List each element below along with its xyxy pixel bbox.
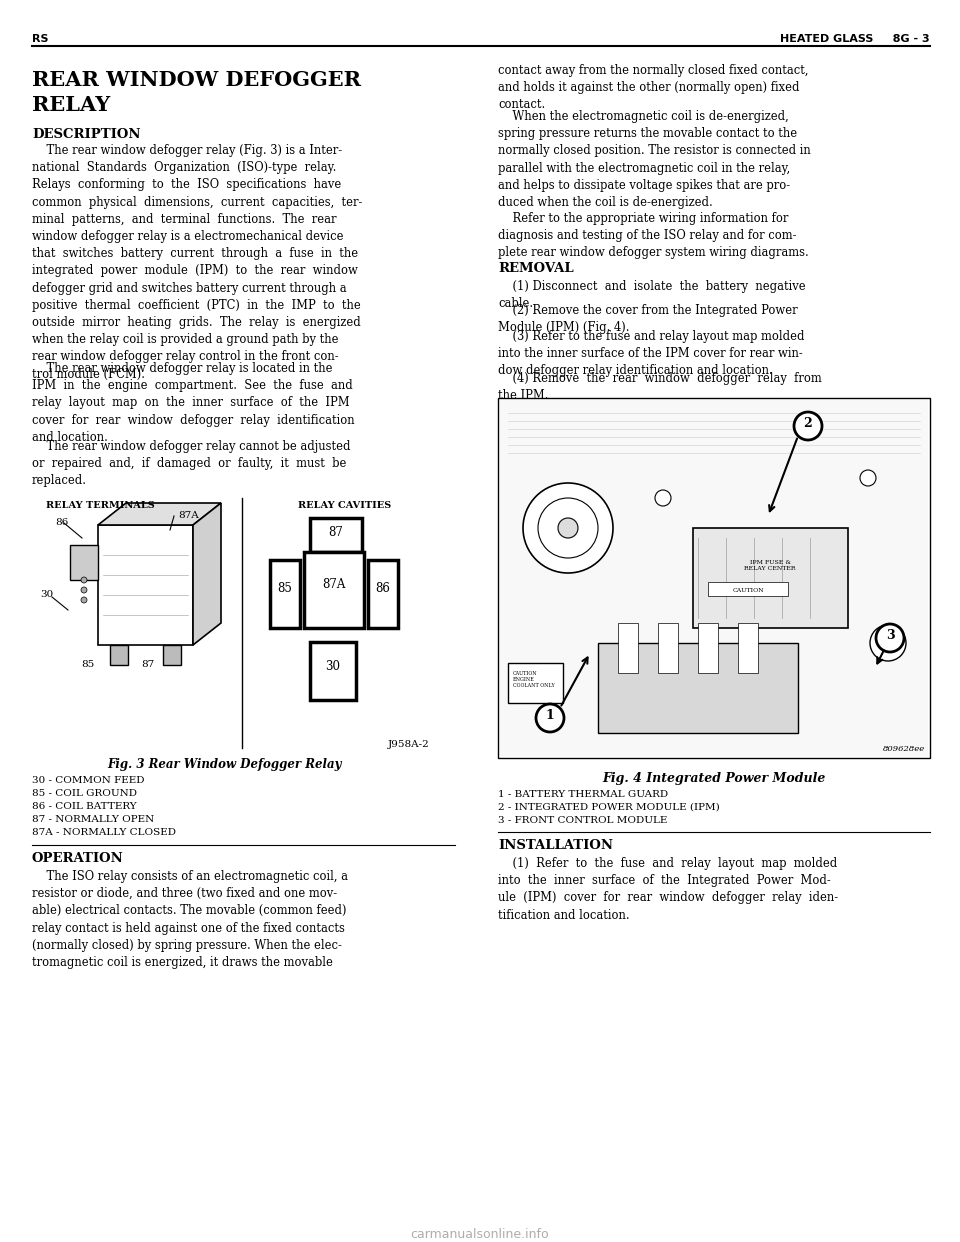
Bar <box>500 400 928 756</box>
Text: 87A: 87A <box>178 510 199 520</box>
Text: RELAY TERMINALS: RELAY TERMINALS <box>46 501 155 510</box>
Text: (4) Remove  the  rear  window  defogger  relay  from
the IPM.: (4) Remove the rear window defogger rela… <box>498 373 822 402</box>
Text: 86: 86 <box>375 582 391 595</box>
Bar <box>368 560 398 628</box>
Bar <box>508 663 563 703</box>
Text: The rear window defogger relay is located in the
IPM  in  the  engine  compartme: The rear window defogger relay is locate… <box>32 361 354 443</box>
Text: 1: 1 <box>545 709 554 722</box>
Text: The ISO relay consists of an electromagnetic coil, a
resistor or diode, and thre: The ISO relay consists of an electromagn… <box>32 869 348 969</box>
Text: HEATED GLASS     8G - 3: HEATED GLASS 8G - 3 <box>780 34 930 43</box>
Bar <box>70 545 98 580</box>
Text: (2) Remove the cover from the Integrated Power
Module (IPM) (Fig. 4).: (2) Remove the cover from the Integrated… <box>498 304 798 334</box>
Text: DESCRIPTION: DESCRIPTION <box>32 128 140 142</box>
Text: 86 - COIL BATTERY: 86 - COIL BATTERY <box>32 802 136 811</box>
Text: 3: 3 <box>886 628 895 642</box>
Text: 809628ee: 809628ee <box>883 745 925 753</box>
Text: INSTALLATION: INSTALLATION <box>498 840 613 852</box>
Text: (3) Refer to the fuse and relay layout map molded
into the inner surface of the : (3) Refer to the fuse and relay layout m… <box>498 330 804 378</box>
Bar <box>693 528 848 628</box>
Text: Fig. 3 Rear Window Defogger Relay: Fig. 3 Rear Window Defogger Relay <box>108 758 343 771</box>
Text: RS: RS <box>32 34 49 43</box>
Circle shape <box>536 704 564 732</box>
Text: 85 - COIL GROUND: 85 - COIL GROUND <box>32 789 137 799</box>
Text: OPERATION: OPERATION <box>32 852 124 864</box>
Circle shape <box>794 412 822 440</box>
Bar <box>270 560 300 628</box>
Circle shape <box>655 491 671 505</box>
Circle shape <box>81 587 87 592</box>
Text: 86: 86 <box>55 518 68 527</box>
Circle shape <box>870 625 906 661</box>
Text: Fig. 4 Integrated Power Module: Fig. 4 Integrated Power Module <box>602 773 826 785</box>
Bar <box>310 518 362 551</box>
Text: carmanualsonline.info: carmanualsonline.info <box>411 1228 549 1241</box>
Text: 87: 87 <box>141 660 155 669</box>
Circle shape <box>558 518 578 538</box>
Text: The rear window defogger relay (Fig. 3) is a Inter-
national  Standards  Organiz: The rear window defogger relay (Fig. 3) … <box>32 144 362 380</box>
Text: 2: 2 <box>804 417 812 430</box>
Bar <box>618 623 638 673</box>
Bar <box>110 645 128 664</box>
Text: (1) Disconnect  and  isolate  the  battery  negative
cable.: (1) Disconnect and isolate the battery n… <box>498 279 805 310</box>
Text: 85: 85 <box>277 582 293 595</box>
Polygon shape <box>98 503 221 525</box>
Text: The rear window defogger relay cannot be adjusted
or  repaired  and,  if  damage: The rear window defogger relay cannot be… <box>32 440 350 487</box>
Text: 87A: 87A <box>323 578 346 591</box>
Circle shape <box>876 623 904 652</box>
Text: 2 - INTEGRATED POWER MODULE (IPM): 2 - INTEGRATED POWER MODULE (IPM) <box>498 804 720 812</box>
Text: RELAY CAVITIES: RELAY CAVITIES <box>299 501 392 510</box>
Text: 30: 30 <box>40 590 53 599</box>
Text: 1 - BATTERY THERMAL GUARD: 1 - BATTERY THERMAL GUARD <box>498 790 668 799</box>
Text: 87A - NORMALLY CLOSED: 87A - NORMALLY CLOSED <box>32 828 176 837</box>
Text: 3 - FRONT CONTROL MODULE: 3 - FRONT CONTROL MODULE <box>498 816 667 825</box>
Text: CAUTION
ENGINE
COOLANT ONLY: CAUTION ENGINE COOLANT ONLY <box>513 671 555 688</box>
Text: Refer to the appropriate wiring information for
diagnosis and testing of the ISO: Refer to the appropriate wiring informat… <box>498 212 808 260</box>
Bar <box>658 623 678 673</box>
Bar <box>698 623 718 673</box>
Circle shape <box>81 578 87 582</box>
Bar <box>304 551 364 628</box>
Text: contact away from the normally closed fixed contact,
and holds it against the ot: contact away from the normally closed fi… <box>498 65 808 112</box>
Text: CAUTION: CAUTION <box>732 587 764 592</box>
Text: REMOVAL: REMOVAL <box>498 262 574 274</box>
Circle shape <box>81 597 87 604</box>
Text: REAR WINDOW DEFOGGER: REAR WINDOW DEFOGGER <box>32 70 361 89</box>
Text: J958A-2: J958A-2 <box>388 740 430 749</box>
Circle shape <box>538 498 598 558</box>
Bar <box>310 642 356 700</box>
Text: 85: 85 <box>82 660 95 669</box>
Polygon shape <box>193 503 221 645</box>
Circle shape <box>523 483 613 573</box>
Bar <box>98 525 193 645</box>
Bar <box>163 645 181 664</box>
Bar <box>498 397 930 758</box>
Text: 30 - COMMON FEED: 30 - COMMON FEED <box>32 776 145 785</box>
Bar <box>598 643 798 733</box>
Text: (1)  Refer  to  the  fuse  and  relay  layout  map  molded
into  the  inner  sur: (1) Refer to the fuse and relay layout m… <box>498 857 838 922</box>
Text: RELAY: RELAY <box>32 94 110 116</box>
Text: When the electromagnetic coil is de-energized,
spring pressure returns the movab: When the electromagnetic coil is de-ener… <box>498 111 811 209</box>
Bar <box>738 623 758 673</box>
Bar <box>708 582 788 596</box>
Text: 87 - NORMALLY OPEN: 87 - NORMALLY OPEN <box>32 815 155 823</box>
Text: 30: 30 <box>325 660 341 673</box>
Text: IPM FUSE &
RELAY CENTER: IPM FUSE & RELAY CENTER <box>744 560 796 571</box>
Text: 87: 87 <box>328 527 344 539</box>
Circle shape <box>860 469 876 486</box>
